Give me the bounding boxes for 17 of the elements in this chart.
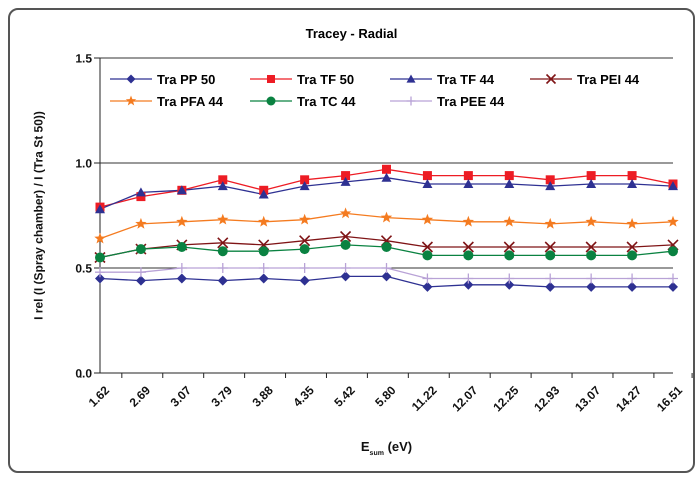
x-tick-label: 3.79: [208, 383, 236, 410]
chart-title: Tracey - Radial: [304, 26, 398, 41]
x-axis-title: E$_{sum}$ (eV): [360, 439, 412, 456]
y-axis-title: I rel (I (Spray chamber) / I (Tra St 50)): [31, 111, 46, 320]
legend-label: Tra PFA 44: [157, 94, 223, 108]
legend-label: Tra PEE 44: [437, 94, 504, 108]
x-tick-label: 5.80: [372, 383, 399, 410]
y-tick-label: 0.0: [75, 366, 92, 380]
legend-label: Tra PEI 44: [577, 72, 640, 86]
y-tick-label: 0.5: [75, 261, 92, 276]
y-tick-label: 1.5: [75, 51, 92, 66]
legend-label: Tra PP 50: [157, 72, 216, 86]
legend-label: Tra TC 44: [297, 94, 356, 108]
legend-label: Tra TF 44: [437, 72, 494, 86]
x-tick-label: 5.42: [331, 383, 358, 410]
legend-label: Tra TF 50: [297, 72, 354, 86]
y-tick-label: 1.0: [75, 156, 92, 170]
